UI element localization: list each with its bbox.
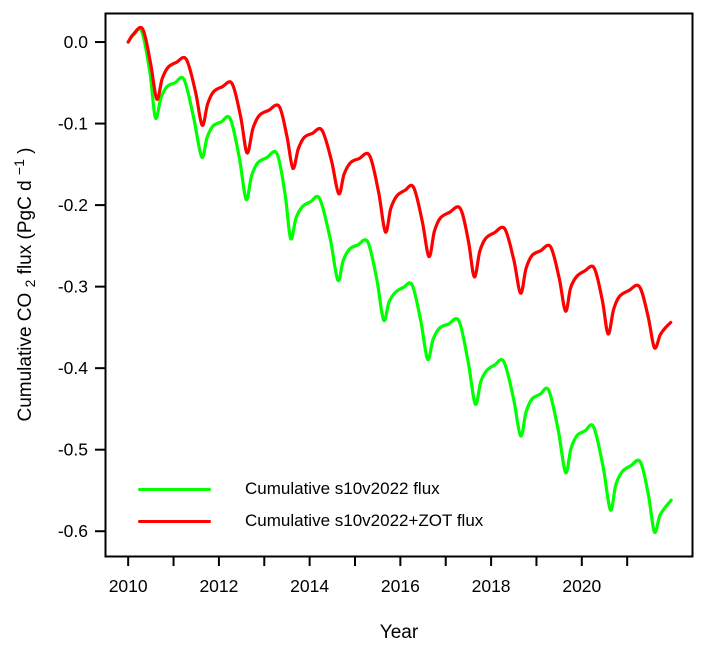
y-tick-label: -0.1 bbox=[58, 114, 88, 134]
y-axis-title: Cumulative CO 2 flux (PgC d −1 ) bbox=[8, 147, 40, 421]
y-tick-label: -0.4 bbox=[58, 358, 88, 378]
legend-line-green bbox=[138, 487, 211, 491]
plot-border bbox=[104, 12, 694, 558]
x-tick-label: 2018 bbox=[472, 576, 511, 596]
x-tick-label: 2016 bbox=[381, 576, 420, 596]
x-tick-label: 2010 bbox=[109, 576, 148, 596]
y-tick-label: 0.0 bbox=[64, 32, 89, 52]
y-axis-title-text: ) bbox=[15, 147, 36, 153]
legend-label-s10v2022-zot: Cumulative s10v2022+ZOT flux bbox=[245, 511, 484, 530]
x-tick-label: 2012 bbox=[199, 576, 238, 596]
x-axis-title: Year bbox=[380, 622, 419, 643]
legend-item-s10v2022-zot: Cumulative s10v2022+ZOT flux bbox=[138, 511, 483, 531]
y-axis-title-superscript: −1 bbox=[11, 159, 27, 175]
series-s10v2022-line bbox=[126, 27, 673, 535]
series-lines bbox=[126, 25, 673, 535]
y-axis-title-subscript: 2 bbox=[22, 279, 38, 287]
x-axis-ticks: 2010 2012 2014 2016 2018 2020 bbox=[109, 556, 629, 596]
legend-line-red bbox=[138, 519, 211, 523]
y-tick-label: -0.6 bbox=[58, 521, 88, 541]
y-tick-label: -0.2 bbox=[58, 195, 88, 215]
series-s10v2022-zot-line bbox=[126, 25, 673, 350]
x-tick-label: 2020 bbox=[562, 576, 601, 596]
x-tick-label: 2014 bbox=[290, 576, 329, 596]
y-tick-label: -0.3 bbox=[58, 277, 88, 297]
y-tick-label: -0.5 bbox=[58, 440, 88, 460]
legend: Cumulative s10v2022 flux Cumulative s10v… bbox=[138, 479, 483, 543]
legend-item-s10v2022: Cumulative s10v2022 flux bbox=[138, 479, 483, 499]
y-axis-title-text: Cumulative CO bbox=[15, 293, 36, 422]
y-axis-title-text: flux (PgC d bbox=[15, 180, 36, 274]
y-axis-ticks: 0.0 -0.1 -0.2 -0.3 -0.4 -0.5 -0.6 bbox=[58, 32, 106, 541]
legend-label-s10v2022: Cumulative s10v2022 flux bbox=[245, 479, 440, 498]
